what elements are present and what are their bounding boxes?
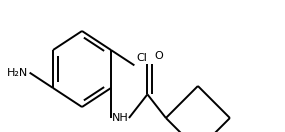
Text: O: O [154, 51, 163, 61]
Text: NH: NH [112, 113, 129, 123]
Text: H₂N: H₂N [6, 68, 28, 78]
Text: Cl: Cl [136, 53, 147, 63]
